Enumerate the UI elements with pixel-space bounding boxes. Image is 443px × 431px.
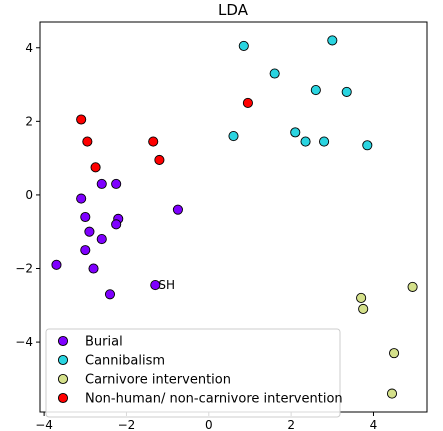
legend-label-series-0: Burial — [85, 335, 123, 350]
x-tick-label: −2 — [118, 418, 136, 431]
y-tick-label: 0 — [25, 188, 33, 202]
annotations: SH — [158, 278, 175, 292]
data-point-series-0 — [104, 289, 116, 300]
data-point-series-3 — [76, 114, 87, 125]
data-point-series-0 — [88, 263, 99, 274]
data-point-series-1 — [310, 85, 321, 96]
legend-marker-series-2 — [57, 373, 69, 385]
data-point-series-3 — [90, 162, 101, 173]
data-point-series-1 — [300, 136, 311, 147]
y-tick-label: 2 — [25, 114, 33, 128]
data-point-series-0 — [84, 226, 95, 237]
data-point-series-1 — [319, 136, 330, 147]
data-point-series-3 — [242, 97, 253, 108]
y-tick-label: −4 — [15, 335, 33, 349]
data-point-series-0 — [76, 193, 87, 204]
legend: Burial Cannibalism Carnivore intervention N… — [45, 328, 343, 418]
legend-box — [45, 328, 341, 418]
y-tick-label: 4 — [25, 41, 33, 55]
data-point-series-0 — [51, 259, 62, 270]
x-tick-label: 2 — [287, 418, 295, 431]
legend-label-series-1: Cannibalism — [85, 354, 165, 369]
data-point-series-2 — [358, 303, 369, 315]
scatter-points — [51, 35, 418, 399]
data-point-series-2 — [386, 388, 398, 399]
data-point-series-3 — [148, 136, 159, 147]
legend-marker-series-1 — [57, 354, 69, 366]
y-tick-label: −2 — [15, 262, 33, 276]
data-point-series-0 — [150, 280, 161, 291]
x-tick-label: −4 — [35, 418, 53, 431]
legend-label-series-2: Carnivore intervention — [85, 373, 231, 388]
data-point-series-0 — [80, 245, 91, 256]
data-point-series-0 — [80, 211, 91, 223]
x-axis-ticks: −4 −2 0 2 4 — [35, 412, 377, 431]
x-tick-label: 4 — [370, 418, 378, 431]
data-point-series-1 — [290, 127, 301, 138]
data-point-series-0 — [96, 178, 107, 189]
y-axis-ticks: −4 −2 0 2 4 — [15, 41, 40, 349]
data-point-series-3 — [82, 136, 93, 147]
point-annotation: SH — [158, 278, 175, 292]
data-point-series-2 — [389, 348, 400, 359]
data-point-series-2 — [356, 292, 367, 303]
data-point-series-0 — [96, 234, 107, 245]
legend-marker-series-3 — [57, 392, 69, 404]
data-point-series-1 — [269, 68, 280, 79]
data-point-series-1 — [238, 40, 249, 51]
data-point-series-2 — [407, 281, 418, 292]
data-point-series-0 — [111, 219, 122, 230]
data-point-series-0 — [172, 204, 183, 215]
legend-marker-series-0 — [57, 335, 69, 347]
data-point-series-0 — [111, 178, 122, 189]
data-point-series-1 — [228, 131, 239, 142]
chart-title: LDA — [218, 1, 249, 19]
x-tick-label: 0 — [205, 418, 213, 431]
data-point-series-1 — [362, 140, 373, 151]
data-point-series-1 — [341, 86, 352, 97]
legend-label-series-3: Non-human/ non-carnivore intervention — [85, 392, 343, 407]
data-point-series-1 — [327, 35, 338, 46]
data-point-series-3 — [154, 154, 165, 166]
